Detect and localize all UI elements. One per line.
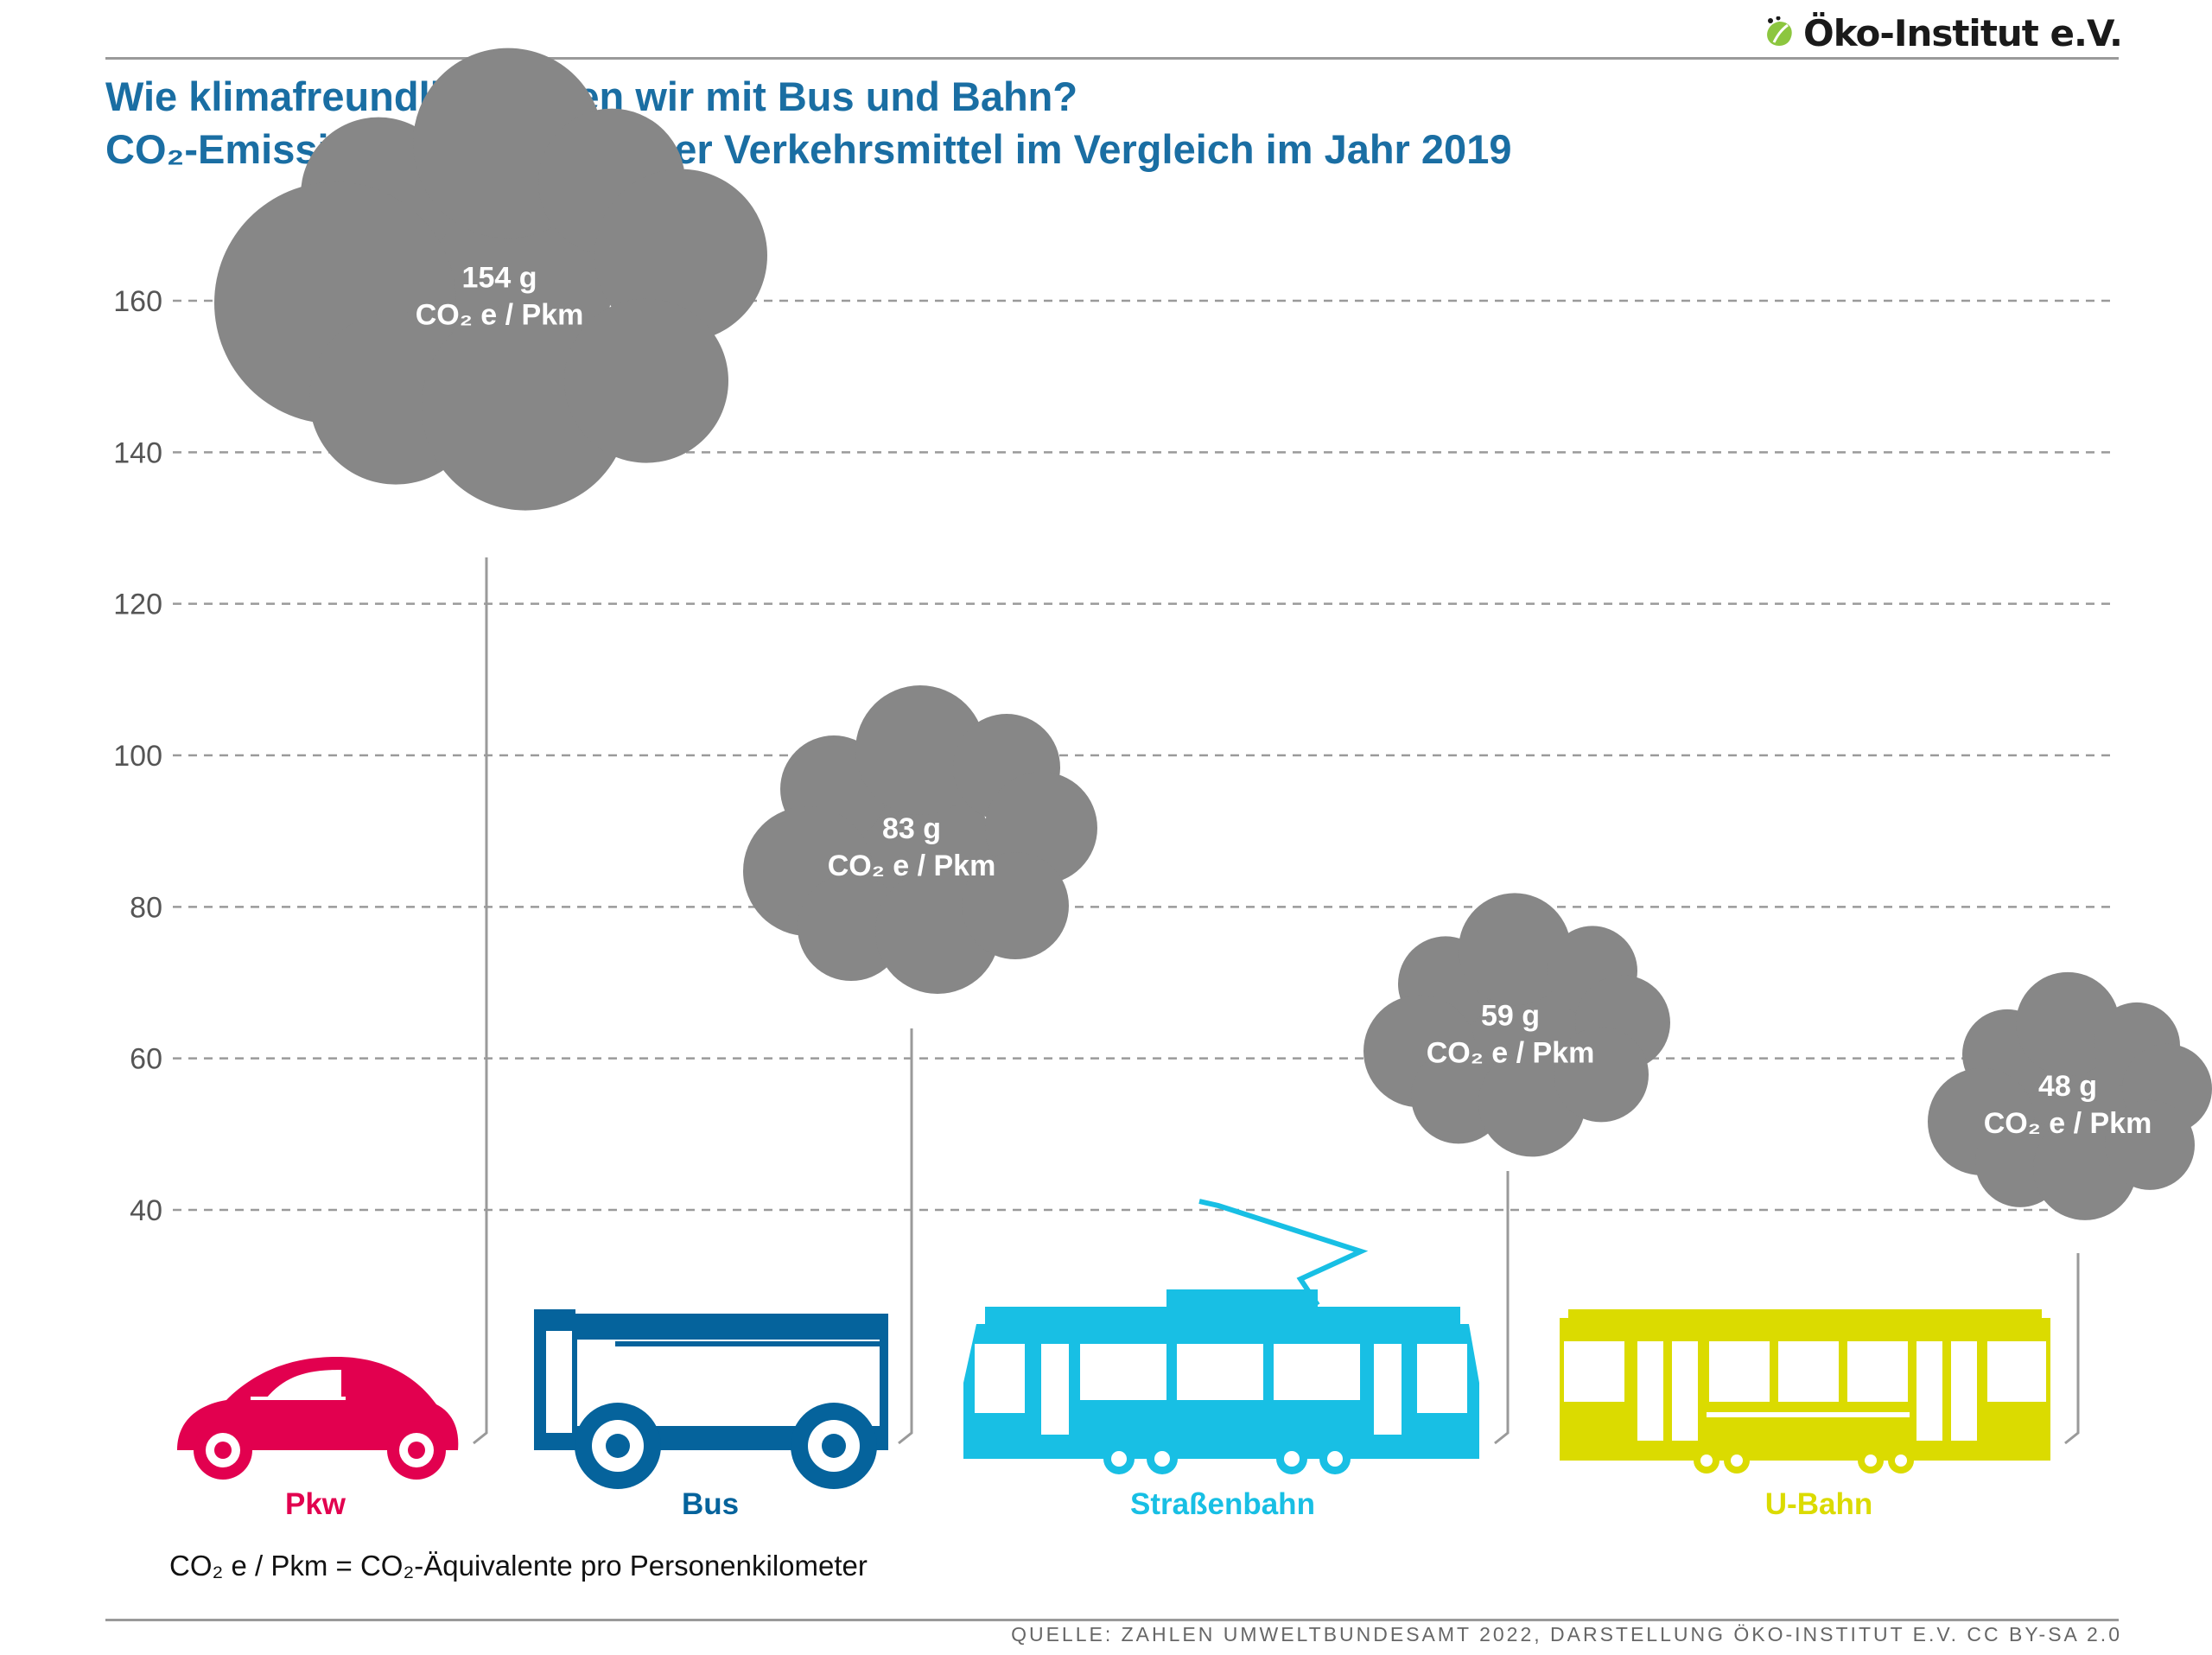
y-tick-label-40: 40	[130, 1194, 162, 1227]
y-tick-label-140: 140	[113, 436, 162, 469]
cloud-unit-u-bahn: CO₂ e / Pkm	[1984, 1107, 2152, 1140]
category-label-pkw: Pkw	[285, 1487, 346, 1521]
unit-footnote: CO₂ e / Pkm = CO₂-Äquivalente pro Person…	[169, 1550, 868, 1582]
y-tick-label-160: 160	[113, 285, 162, 318]
y-tick-label-100: 100	[113, 740, 162, 773]
y-tick-label-80: 80	[130, 891, 162, 924]
source-credit: QUELLE: ZAHLEN UMWELTBUNDESAMT 2022, DAR…	[1011, 1623, 2122, 1645]
category-label-strassenbahn: Straßenbahn	[1130, 1487, 1315, 1521]
stem-ubahn	[2064, 1253, 2080, 1445]
tram-icon	[963, 1199, 1479, 1474]
y-tick-label-60: 60	[130, 1043, 162, 1076]
cloud-strassenbahn: 59 g CO₂ e / Pkm	[1363, 893, 1670, 1157]
car-icon	[177, 1357, 459, 1480]
cloud-unit-strassenbahn: CO₂ e / Pkm	[1427, 1036, 1595, 1069]
oeko-institut-logo: Öko-Institut e.V.	[1762, 12, 2123, 54]
top-rule	[105, 57, 2119, 60]
cloud-value-strassenbahn: 59 g	[1481, 999, 1540, 1032]
stem-bus	[898, 1028, 913, 1445]
stem-tram	[1494, 1171, 1510, 1445]
cloud-pkw: 154 g CO₂ e / Pkm	[214, 48, 767, 511]
cloud-value-pkw: 154 g	[462, 262, 537, 295]
cloud-value-bus: 83 g	[882, 812, 941, 845]
cloud-unit-pkw: CO₂ e / Pkm	[416, 299, 584, 332]
cloud-unit-bus: CO₂ e / Pkm	[828, 850, 996, 882]
cloud-stems	[473, 557, 2080, 1445]
bus-icon	[534, 1309, 888, 1489]
y-tick-label-120: 120	[113, 589, 162, 621]
cloud-value-u-bahn: 48 g	[2038, 1070, 2097, 1103]
subway-icon	[1560, 1309, 2050, 1474]
grid-lines	[173, 299, 2117, 1212]
cloud-bus: 83 g CO₂ e / Pkm	[743, 685, 1097, 995]
stem-pkw	[473, 557, 488, 1445]
leaf-icon	[1767, 16, 1792, 46]
category-label-u-bahn: U-Bahn	[1765, 1487, 1872, 1521]
y-axis-ticks: 40 60 80 100 120 140 160	[113, 285, 162, 1227]
logo-text: Öko-Institut e.V.	[1803, 12, 2123, 54]
cloud-u-bahn: 48 g CO₂ e / Pkm	[1928, 971, 2212, 1220]
category-label-bus: Bus	[682, 1487, 739, 1521]
bottom-rule	[105, 1619, 2119, 1621]
